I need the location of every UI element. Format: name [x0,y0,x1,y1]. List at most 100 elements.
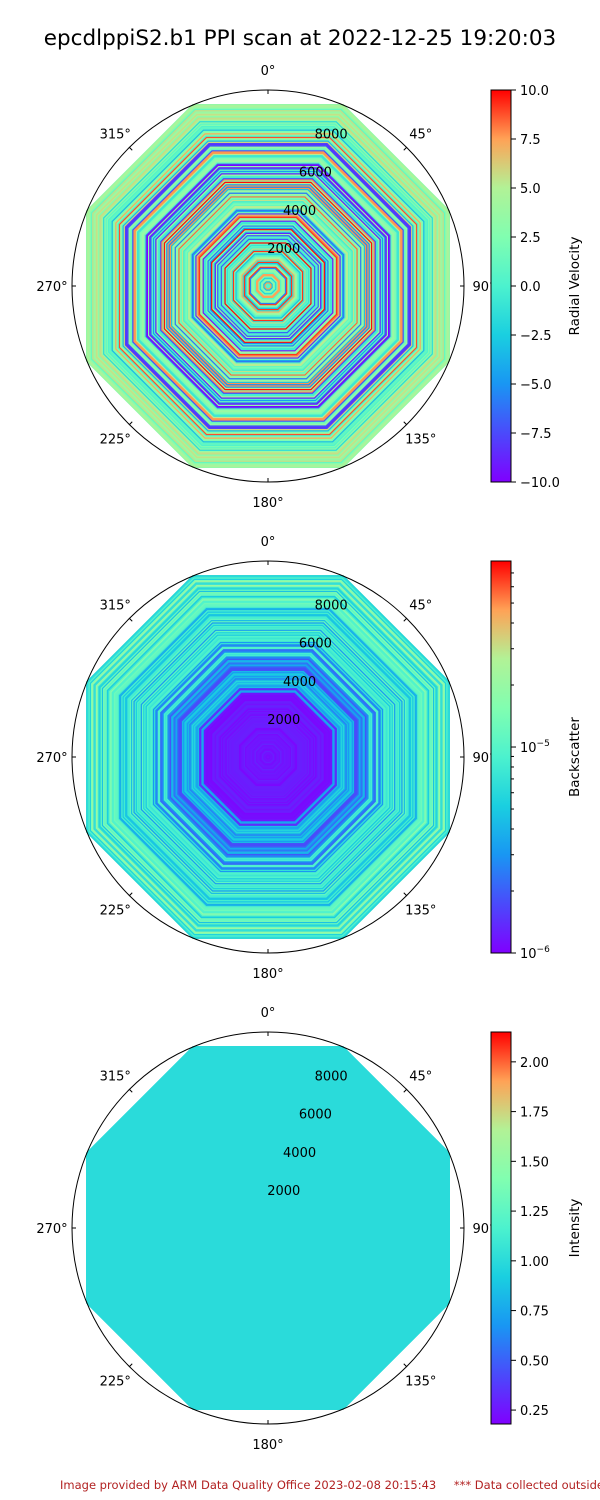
angle-tick-label: 90° [472,751,495,766]
range-ring [129,147,407,425]
range-ring [209,227,327,345]
range-ring [152,641,384,873]
range-ring [179,197,357,375]
range-ring [220,709,316,805]
range-ring [106,124,430,448]
range-ring [128,146,408,426]
range-ring [246,735,290,779]
colorbar-tick-label: 7.5 [520,133,541,148]
intensity-fill [86,1046,450,1410]
range-ring [127,145,409,427]
range-ring [152,170,384,402]
range-ring [156,174,380,398]
range-ring [243,261,293,311]
range-ring [118,607,418,907]
angle-tick [129,1089,133,1093]
range-ring [155,173,381,399]
range-ring [191,209,345,363]
range-ring [211,229,325,343]
range-ring [146,164,390,408]
angle-tick-label: 90° [472,1222,495,1237]
range-ring [200,689,336,825]
range-ring [161,650,375,864]
angle-tick-label: 180° [252,967,283,982]
range-ring [232,721,304,793]
range-ring [174,663,362,851]
range-ring [120,609,416,905]
range-ring [124,613,412,901]
angle-tick [129,618,133,622]
angle-tick [403,421,407,425]
range-ring [135,624,401,890]
range-ring [104,593,432,921]
range-ring [242,260,294,312]
range-ring [229,247,307,325]
range-ring [230,719,306,795]
range-ring [121,139,415,433]
range-ring [186,675,350,839]
range-ring [202,220,334,352]
range-ring [147,165,389,407]
range-ring [218,236,318,336]
range-ring [240,258,296,314]
range-ring [217,235,319,337]
range-ring [265,283,271,289]
range-ring [169,658,367,856]
range-ring [206,695,330,819]
range-ring [114,132,422,440]
range-ring [101,590,435,924]
range-ring [238,256,298,316]
range-ring [208,226,328,346]
range-ring [252,270,284,302]
range-ring [258,747,278,767]
range-ring [258,276,278,296]
colorbar-tick-label: 10−6 [520,945,550,962]
range-ring [134,152,402,420]
range-ring [150,168,386,404]
angle-tick-label: 270° [36,751,67,766]
range-ring [257,746,279,768]
range-ring [260,278,276,294]
range-ring [154,643,382,871]
polar-panel-2: 0° 45° 90° 135° 180° 225° 270° 315° 2000 4000 6000… [36,535,583,982]
range-ring [192,210,344,362]
range-ring [116,605,420,909]
range-ring [207,225,329,347]
range-ring [246,264,290,308]
angle-tick-label: 315° [100,598,131,613]
range-ring [195,684,341,830]
range-ring [162,651,374,863]
range-ring [259,748,277,766]
range-ring [133,622,403,892]
range-ring [242,731,294,783]
range-ring [175,664,361,850]
angle-tick-label: 135° [405,433,436,448]
range-ring [219,237,317,335]
range-ring [98,587,438,927]
range-ring [151,169,385,403]
range-ring [135,153,401,419]
range-ring [171,660,365,854]
range-ring [121,610,415,904]
radial-tick-label: 2000 [267,242,300,257]
range-ring [144,162,392,410]
range-ring [218,707,318,807]
range-ring [99,588,437,926]
range-ring [103,592,433,922]
range-ring [198,687,338,827]
colorbar-label: Radial Velocity [567,237,583,336]
range-ring [114,603,422,911]
range-ring [167,185,369,387]
colorbar-tick-label: 0.50 [520,1354,549,1369]
range-ring [203,692,333,822]
range-ring [212,230,324,342]
colorbar-tick-label: −5.0 [520,378,552,393]
range-ring [196,214,340,358]
range-ring [107,125,429,447]
range-ring [140,158,396,414]
colorbar-tick-label: 10.0 [520,84,549,99]
angle-tick-label: 0° [261,64,276,79]
range-ring [89,578,447,936]
range-ring [243,732,293,782]
range-ring [203,221,333,351]
